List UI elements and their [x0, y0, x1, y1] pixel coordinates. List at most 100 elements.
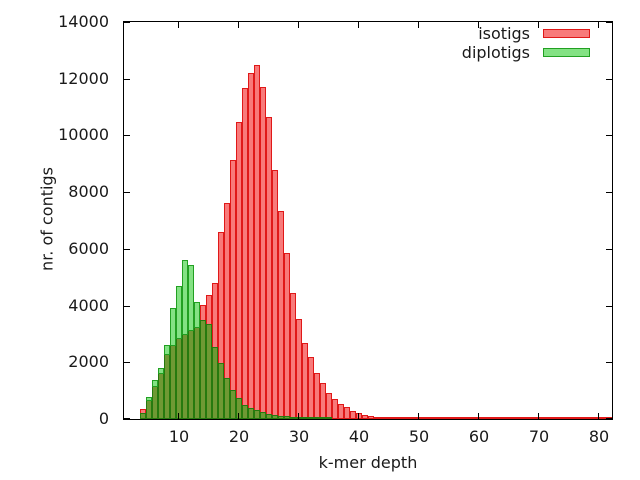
- overlap-bar: [272, 415, 278, 419]
- isotigs-bar: [524, 417, 530, 419]
- isotigs-bar: [506, 417, 512, 419]
- isotigs-bar: [332, 399, 338, 419]
- legend-item-diplotigs: diplotigs: [462, 43, 590, 62]
- y-tick-right: [606, 192, 612, 193]
- isotigs-bar: [476, 417, 482, 419]
- legend-swatch-isotigs: [543, 29, 590, 38]
- isotigs-bar: [518, 417, 524, 419]
- overlap-bar: [266, 414, 272, 419]
- y-tick-right: [606, 362, 612, 363]
- x-tick-label: 70: [528, 427, 550, 446]
- y-tick-label: 8000: [68, 182, 109, 201]
- y-tick-right: [606, 135, 612, 136]
- diplotigs-bar: [182, 260, 188, 335]
- isotigs-bar: [566, 417, 572, 419]
- legend-label-diplotigs: diplotigs: [461, 43, 530, 62]
- y-tick-label: 12000: [58, 69, 109, 88]
- overlap-bar: [254, 410, 260, 419]
- isotigs-bar: [470, 417, 476, 419]
- isotigs-bar: [536, 417, 542, 419]
- isotigs-bar: [512, 417, 518, 419]
- isotigs-bar: [590, 417, 596, 419]
- x-tick-label: 40: [348, 427, 370, 446]
- isotigs-bar: [572, 417, 578, 419]
- isotigs-bar: [482, 417, 488, 419]
- x-tick-bottom: [298, 413, 299, 419]
- x-tick-label: 30: [288, 427, 310, 446]
- isotigs-bar: [374, 417, 380, 419]
- x-tick-top: [598, 22, 599, 28]
- y-tick-label: 0: [98, 409, 109, 428]
- overlap-bar: [302, 417, 308, 419]
- y-tick-right: [606, 306, 612, 307]
- overlap-bar: [320, 417, 326, 419]
- overlap-bar: [260, 412, 266, 419]
- diplotigs-bar: [176, 286, 182, 339]
- isotigs-bar: [464, 417, 470, 419]
- overlap-bar: [248, 408, 254, 419]
- y-tick-label: 6000: [68, 239, 109, 258]
- isotigs-bar: [596, 417, 602, 419]
- diplotigs-bar: [164, 345, 170, 355]
- isotigs-bar: [458, 417, 464, 419]
- overlap-bar: [314, 417, 320, 419]
- isotigs-bar: [398, 417, 404, 419]
- x-tick-label: 80: [588, 427, 610, 446]
- isotigs-bar: [434, 417, 440, 419]
- isotigs-bar: [338, 404, 344, 419]
- y-tick-label: 2000: [68, 352, 109, 371]
- x-tick-top: [478, 22, 479, 28]
- x-tick-label: 20: [228, 427, 250, 446]
- x-tick-top: [418, 22, 419, 28]
- isotigs-bar: [362, 415, 368, 419]
- overlap-bar: [278, 416, 284, 419]
- overlap-bar: [200, 320, 206, 419]
- diplotigs-bar: [188, 265, 194, 331]
- overlap-bar: [224, 378, 230, 419]
- y-tick-left: [124, 362, 130, 363]
- isotigs-bar: [416, 417, 422, 419]
- y-tick-left: [124, 79, 130, 80]
- isotigs-bar: [440, 417, 446, 419]
- overlap-bar: [326, 417, 332, 419]
- x-tick-label: 60: [468, 427, 490, 446]
- x-tick-bottom: [598, 413, 599, 419]
- overlap-bar: [290, 417, 296, 419]
- isotigs-bar: [488, 417, 494, 419]
- y-tick-left: [124, 22, 130, 23]
- overlap-bar: [236, 398, 242, 419]
- isotigs-bar: [350, 411, 356, 419]
- isotigs-bar: [344, 407, 350, 419]
- y-tick-left: [124, 418, 130, 419]
- x-tick-bottom: [358, 413, 359, 419]
- overlap-bar: [212, 347, 218, 419]
- legend-label-isotigs: isotigs: [478, 24, 530, 43]
- overlap-bar: [308, 417, 314, 419]
- x-tick-top: [358, 22, 359, 28]
- y-tick-right: [606, 418, 612, 419]
- legend-item-isotigs: isotigs: [478, 24, 590, 43]
- overlap-bar: [206, 324, 212, 419]
- isotigs-bar: [578, 417, 584, 419]
- overlap-bar: [284, 416, 290, 419]
- isotigs-bar: [404, 417, 410, 419]
- isotigs-bar: [446, 417, 452, 419]
- isotigs-bar: [548, 417, 554, 419]
- x-tick-top: [178, 22, 179, 28]
- isotigs-bar: [392, 417, 398, 419]
- y-tick-label: 14000: [58, 12, 109, 31]
- y-tick-left: [124, 249, 130, 250]
- x-tick-bottom: [238, 413, 239, 419]
- x-tick-bottom: [478, 413, 479, 419]
- overlap-bar: [296, 417, 302, 419]
- y-tick-right: [606, 22, 612, 23]
- isotigs-bar: [554, 417, 560, 419]
- isotigs-bar: [368, 416, 374, 419]
- isotigs-bar: [500, 417, 506, 419]
- isotigs-bar: [380, 417, 386, 419]
- y-tick-right: [606, 249, 612, 250]
- isotigs-bar: [494, 417, 500, 419]
- diplotigs-bar: [146, 397, 152, 401]
- diplotigs-bar: [170, 308, 176, 346]
